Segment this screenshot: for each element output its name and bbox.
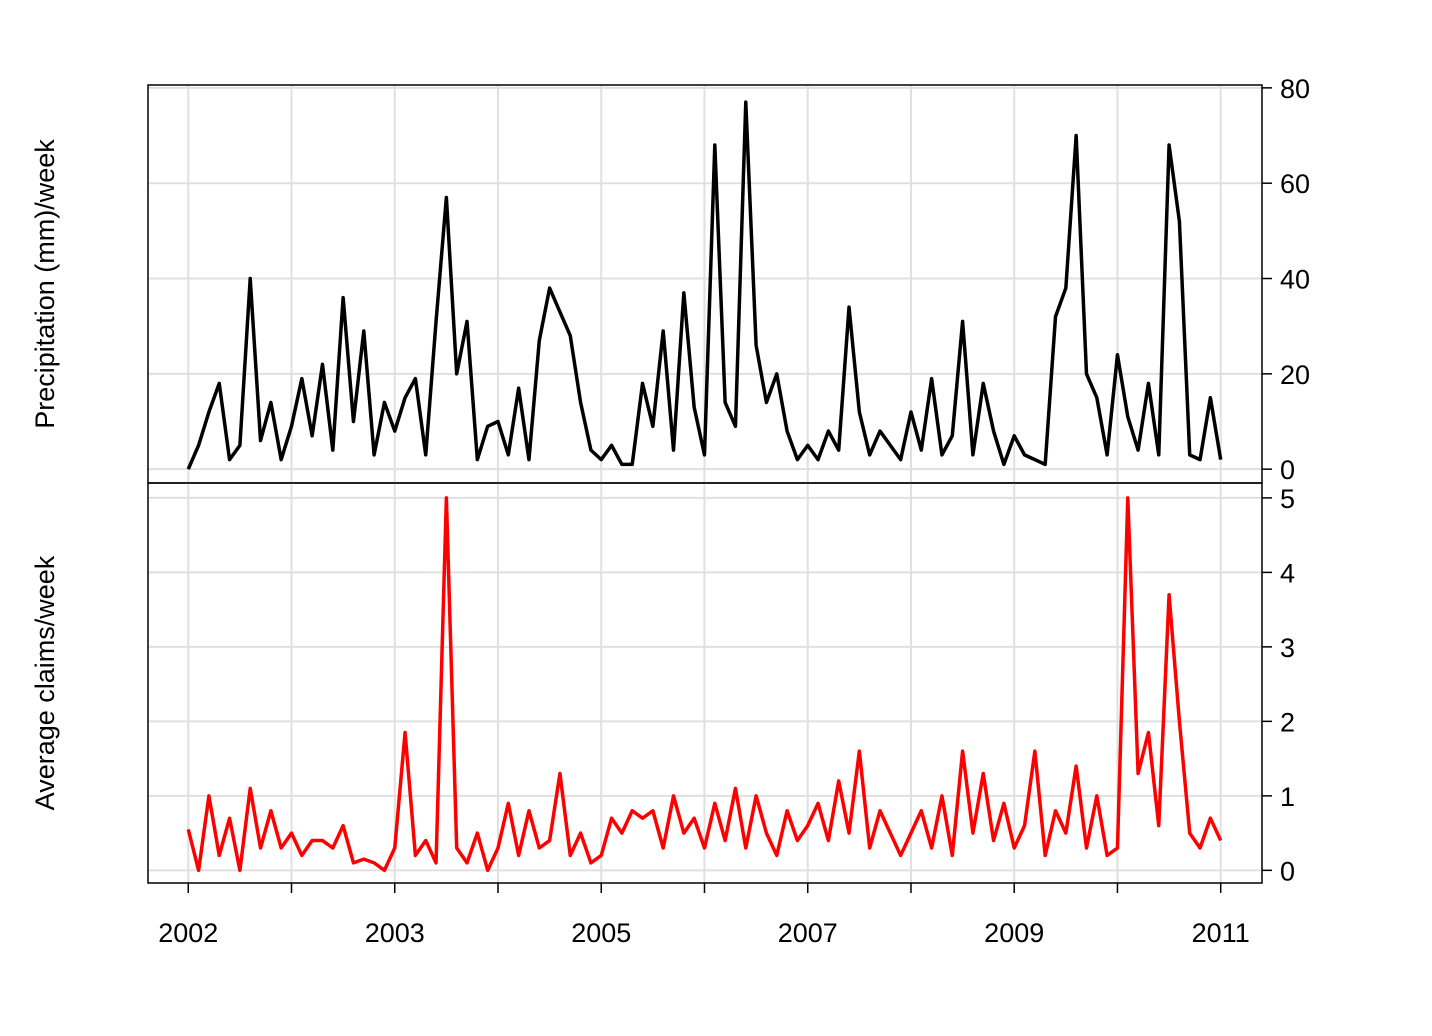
- x-tick-label: 2002: [158, 918, 218, 948]
- x-tick-label: 2003: [365, 918, 425, 948]
- y-tick-label: 60: [1280, 169, 1310, 199]
- y-tick-label: 40: [1280, 265, 1310, 295]
- y-axis-label: Precipitation (mm)/week: [30, 139, 60, 429]
- y-tick-label: 1: [1280, 782, 1295, 812]
- y-tick-label: 20: [1280, 360, 1310, 390]
- data-line: [186, 496, 1223, 873]
- data-line: [186, 100, 1223, 470]
- y-axis-label: Average claims/week: [30, 555, 60, 810]
- y-tick-label: 4: [1280, 558, 1295, 588]
- y-tick-label: 0: [1280, 455, 1295, 485]
- y-tick-label: 80: [1280, 74, 1310, 104]
- x-tick-label: 2005: [571, 918, 631, 948]
- y-tick-label: 0: [1280, 856, 1295, 886]
- y-tick-label: 3: [1280, 633, 1295, 663]
- x-tick-label: 2011: [1192, 918, 1250, 948]
- x-tick-label: 2007: [778, 918, 838, 948]
- y-tick-label: 2: [1280, 707, 1295, 737]
- x-tick-label: 2009: [984, 918, 1044, 948]
- y-tick-label: 5: [1280, 484, 1295, 514]
